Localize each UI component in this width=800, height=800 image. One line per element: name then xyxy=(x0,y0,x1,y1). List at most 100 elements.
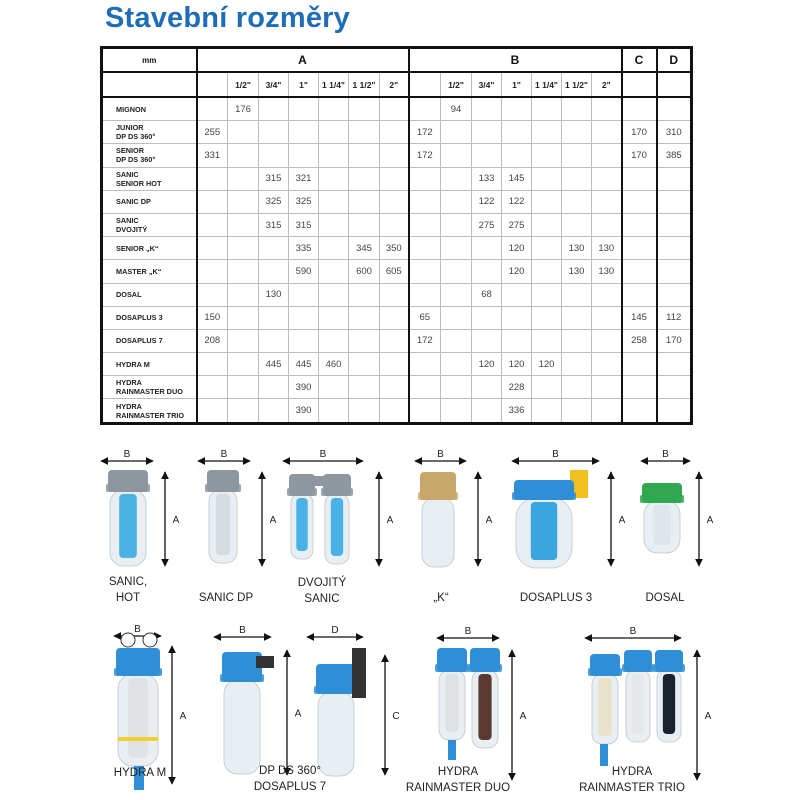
cell-b xyxy=(440,328,472,354)
size-header-b: 1 1/2" xyxy=(561,71,592,98)
height-dimension-letter: A xyxy=(295,709,302,720)
cell-b: 122 xyxy=(501,189,532,214)
connector xyxy=(352,648,366,698)
table-row: DOSAPLUS 7 208 172 258 170 xyxy=(101,328,692,354)
row-name: SANIC SENIOR HOT xyxy=(101,166,197,191)
width-dimension-letter: B xyxy=(630,626,637,637)
filter-cartridge xyxy=(662,674,676,734)
product-label: DOSAL xyxy=(646,592,686,604)
cell-d xyxy=(655,375,692,400)
table-row: SANIC DVOJITÝ 315 315 275 275 xyxy=(101,212,692,238)
filter-ring xyxy=(468,664,502,672)
group-header-c: C xyxy=(620,47,657,73)
cell-b: 133 xyxy=(471,166,502,191)
size-header-a: 1/2" xyxy=(227,71,259,98)
header-row-sizes: 1/2" 3/4" 1" 1 1/4" 1 1/2" 2" 1/2" 3/4" 1" 1 1/4"… xyxy=(101,71,692,98)
group-header-a: A xyxy=(195,47,409,73)
cell-b xyxy=(531,282,562,307)
cell-d: 112 xyxy=(655,305,692,330)
height-dimension-letter: A xyxy=(707,515,714,526)
cell-b: 228 xyxy=(501,375,532,400)
filter-ring xyxy=(622,664,654,672)
size-header-b: 2" xyxy=(591,71,622,98)
cell-b xyxy=(501,120,532,145)
cell-a xyxy=(348,375,380,400)
cell-a xyxy=(227,282,259,307)
row-name: DOSAPLUS 7 xyxy=(101,328,197,354)
cell-d: 385 xyxy=(655,143,692,168)
size-header-b: 1" xyxy=(501,71,532,98)
cell-a xyxy=(195,352,228,377)
cell-b xyxy=(591,212,622,238)
filter-cartridge xyxy=(478,674,492,740)
cell-b: 275 xyxy=(501,212,532,238)
cell-b xyxy=(471,398,502,424)
table-row: SENIOR DP DS 360° 331 172 170 385 xyxy=(101,143,692,168)
cell-b xyxy=(440,212,472,238)
cell-a xyxy=(348,398,380,424)
cell-b xyxy=(561,398,592,424)
filter-ring xyxy=(640,495,684,503)
cell-b xyxy=(407,212,441,238)
product-label: DOSAPLUS 7 xyxy=(254,781,326,793)
table-row: SENIOR „K“ 335 345 350 120 130 130 xyxy=(101,236,692,261)
cell-a xyxy=(318,143,349,168)
filter-ring xyxy=(435,664,469,672)
width-dimension-letter: B xyxy=(124,449,131,460)
table-row: DOSAPLUS 3 150 65 145 112 xyxy=(101,305,692,330)
filter-cartridge xyxy=(598,678,612,736)
filter-cartridge xyxy=(631,674,645,734)
cell-a xyxy=(195,375,228,400)
cell-b xyxy=(591,120,622,145)
product-figure: B A „K“ xyxy=(414,449,493,604)
filter-cartridge xyxy=(128,678,148,758)
row-name: SANIC DP xyxy=(101,189,197,214)
filter-cartridge xyxy=(445,674,459,732)
cell-a xyxy=(318,282,349,307)
filter-cartridge xyxy=(215,494,231,555)
cell-b xyxy=(531,143,562,168)
table-row: JUNIOR DP DS 360° 255 172 170 310 xyxy=(101,120,692,145)
cell-b xyxy=(501,282,532,307)
cell-a xyxy=(379,282,409,307)
product-label: SANIC xyxy=(304,593,339,605)
row-name: JUNIOR DP DS 360° xyxy=(101,120,197,145)
cell-b xyxy=(531,398,562,424)
drain-valve xyxy=(134,766,144,790)
cell-c xyxy=(620,375,657,400)
cell-a xyxy=(227,259,259,284)
cell-a xyxy=(379,305,409,330)
height-dimension-letter: A xyxy=(619,515,626,526)
cell-a xyxy=(318,120,349,145)
cell-b xyxy=(407,398,441,424)
filter-cartridge xyxy=(530,502,558,560)
width-dimension-letter: B xyxy=(552,449,559,460)
row-name: DOSAL xyxy=(101,282,197,307)
cell-a xyxy=(227,212,259,238)
product-label: HYDRA xyxy=(438,766,479,778)
filter-bridge xyxy=(300,476,340,486)
dosing-valve xyxy=(570,470,588,498)
dimensions-table: mm A B C D 1/2" 3/4" 1" 1 1/4" 1 1/2" 2" 1/2" 3/4" 1"… xyxy=(100,46,693,425)
connector xyxy=(256,656,274,668)
product-label: DOSAPLUS 3 xyxy=(520,592,592,604)
filter-ring xyxy=(106,484,150,492)
filter-ring xyxy=(314,686,358,694)
cell-a xyxy=(258,305,289,330)
cell-a: 350 xyxy=(379,236,409,261)
cell-b: 130 xyxy=(561,236,592,261)
product-label: DP DS 360° xyxy=(259,765,321,777)
pressure-gauge xyxy=(120,632,136,648)
cell-a: 390 xyxy=(288,398,319,424)
cell-a: 445 xyxy=(258,352,289,377)
height-dimension-letter: C xyxy=(392,711,399,722)
row-name: HYDRA RAINMASTER TRIO xyxy=(101,398,197,424)
cell-a xyxy=(195,398,228,424)
row-name: HYDRA RAINMASTER DUO xyxy=(101,375,197,400)
size-header-a: 1 1/4" xyxy=(318,71,349,98)
size-header-blank xyxy=(101,71,197,98)
height-dimension-letter: A xyxy=(180,711,187,722)
filter-bowl xyxy=(317,691,355,777)
product-label: HYDRA xyxy=(612,766,653,778)
